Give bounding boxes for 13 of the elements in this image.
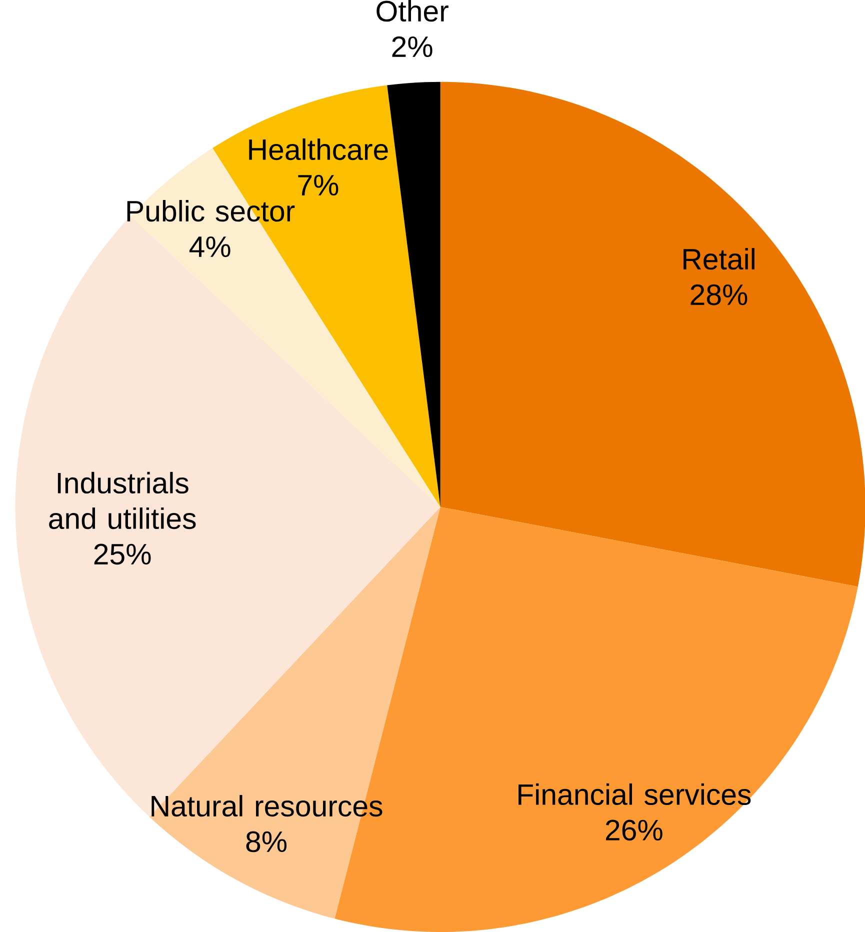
data-label: 2% xyxy=(392,36,432,58)
slice-label: Financial services xyxy=(518,783,750,806)
data-label: 4% xyxy=(189,236,230,258)
slice-label: Other xyxy=(376,0,448,22)
data-label: 25% xyxy=(94,544,151,565)
slice-label: Healthcare xyxy=(248,138,388,160)
data-label: 26% xyxy=(606,820,662,841)
data-label: 7% xyxy=(298,174,338,196)
slice-label: Natural resources xyxy=(151,794,382,817)
data-label: 28% xyxy=(690,284,747,306)
slice-label: Industrials and utilities xyxy=(48,472,196,530)
data-label: 8% xyxy=(246,831,286,852)
slice-label: Retail xyxy=(683,248,754,270)
